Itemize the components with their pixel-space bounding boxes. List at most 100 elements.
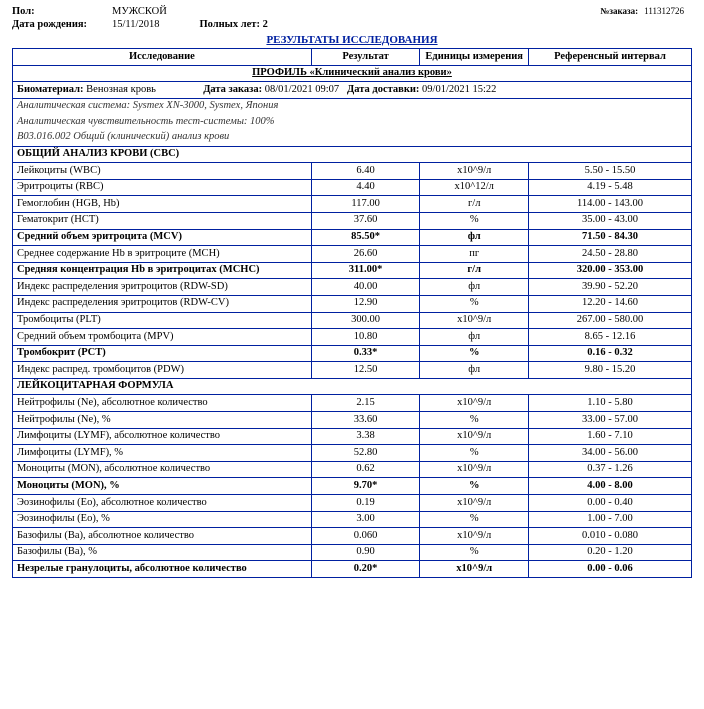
cell-result: 117.00 — [311, 196, 420, 213]
cell-result: 0.90 — [311, 544, 420, 561]
table-row: Базофилы (Ba), %0.90%0.20 - 1.20 — [13, 544, 692, 561]
cell-ref: 0.00 - 0.06 — [529, 561, 692, 578]
cell-ref: 71.50 - 84.30 — [529, 229, 692, 246]
gender-value: МУЖСКОЙ — [112, 6, 167, 17]
header-gender-row: Пол: МУЖСКОЙ — [12, 6, 692, 17]
table-row: Нейтрофилы (Ne), абсолютное количество2.… — [13, 395, 692, 412]
table-row: Незрелые гранулоциты, абсолютное количес… — [13, 561, 692, 578]
cell-result: 12.90 — [311, 295, 420, 312]
cell-ref: 24.50 - 28.80 — [529, 246, 692, 263]
cell-ref: 4.19 - 5.48 — [529, 179, 692, 196]
cell-name: Индекс распред. тромбоцитов (PDW) — [13, 362, 312, 379]
dob-value: 15/11/2018 — [112, 19, 159, 30]
cell-name: Эозинофилы (Eo), абсолютное количество — [13, 495, 312, 512]
cell-name: Гематокрит (HCT) — [13, 212, 312, 229]
cell-ref: 8.65 - 12.16 — [529, 329, 692, 346]
cell-ref: 0.16 - 0.32 — [529, 345, 692, 362]
cell-name: Нейтрофилы (Ne), абсолютное количество — [13, 395, 312, 412]
cell-name: Индекс распределения эритроцитов (RDW-SD… — [13, 279, 312, 296]
cell-result: 0.060 — [311, 528, 420, 545]
profile-meta: Биоматериал: Венозная кровь Дата заказа:… — [13, 82, 692, 99]
profile-title: ПРОФИЛЬ «Клинический анализ крови» — [13, 65, 692, 82]
cell-unit: % — [420, 445, 529, 462]
cell-name: Лимфоциты (LYMF), % — [13, 445, 312, 462]
section1-title: ОБЩИЙ АНАЛИЗ КРОВИ (CBC) — [13, 146, 692, 163]
table-row: Индекс распред. тромбоцитов (PDW)12.50фл… — [13, 362, 692, 379]
cell-result: 0.62 — [311, 461, 420, 478]
cell-unit: x10^9/л — [420, 395, 529, 412]
profile-system: Аналитическая система: Sysmex XN-3000, S… — [13, 98, 692, 114]
cell-ref: 0.20 - 1.20 — [529, 544, 692, 561]
cell-result: 3.00 — [311, 511, 420, 528]
table-row: Нейтрофилы (Ne), %33.60%33.00 - 57.00 — [13, 412, 692, 429]
cell-unit: % — [420, 478, 529, 495]
cell-unit: x10^9/л — [420, 495, 529, 512]
profile-sensitivity: Аналитическая чувствительность тест-сист… — [13, 114, 692, 130]
table-row: Лимфоциты (LYMF), абсолютное количество3… — [13, 428, 692, 445]
cell-ref: 35.00 - 43.00 — [529, 212, 692, 229]
section1-row: ОБЩИЙ АНАЛИЗ КРОВИ (CBC) — [13, 146, 692, 163]
cell-result: 52.80 — [311, 445, 420, 462]
cell-unit: фл — [420, 329, 529, 346]
cell-name: Тромбокрит (PCT) — [13, 345, 312, 362]
cell-unit: % — [420, 295, 529, 312]
cell-result: 12.50 — [311, 362, 420, 379]
table-row: Средняя концентрация Hb в эритроцитах (M… — [13, 262, 692, 279]
table-row: Гематокрит (HCT)37.60%35.00 - 43.00 — [13, 212, 692, 229]
cell-ref: 0.00 - 0.40 — [529, 495, 692, 512]
cell-ref: 34.00 - 56.00 — [529, 445, 692, 462]
cell-name: Лимфоциты (LYMF), абсолютное количество — [13, 428, 312, 445]
cell-name: Лейкоциты (WBC) — [13, 163, 312, 180]
cell-result: 37.60 — [311, 212, 420, 229]
table-row: Моноциты (MON), абсолютное количество0.6… — [13, 461, 692, 478]
table-row: Тромбоциты (PLT)300.00x10^9/л267.00 - 58… — [13, 312, 692, 329]
cell-unit: % — [420, 212, 529, 229]
order-date-value: 08/01/2021 09:07 — [265, 84, 339, 95]
cell-unit: % — [420, 345, 529, 362]
cell-ref: 4.00 - 8.00 — [529, 478, 692, 495]
cell-name: Средняя концентрация Hb в эритроцитах (M… — [13, 262, 312, 279]
profile-system-row: Аналитическая система: Sysmex XN-3000, S… — [13, 98, 692, 114]
profile-sensitivity-row: Аналитическая чувствительность тест-сист… — [13, 114, 692, 130]
table-row: Индекс распределения эритроцитов (RDW-CV… — [13, 295, 692, 312]
cell-result: 6.40 — [311, 163, 420, 180]
header-right: №заказа: 111312726 — [600, 6, 684, 16]
cell-name: Среднее содержание Hb в эритроците (MCH) — [13, 246, 312, 263]
cell-unit: пг — [420, 246, 529, 263]
cell-ref: 5.50 - 15.50 — [529, 163, 692, 180]
cell-name: Средний объем тромбоцита (MPV) — [13, 329, 312, 346]
biomaterial-value: Венозная кровь — [86, 84, 156, 95]
cell-result: 300.00 — [311, 312, 420, 329]
cell-result: 40.00 — [311, 279, 420, 296]
cell-result: 9.70* — [311, 478, 420, 495]
col-result: Результат — [311, 49, 420, 66]
cell-ref: 320.00 - 353.00 — [529, 262, 692, 279]
order-date-label: Дата заказа: — [203, 84, 262, 95]
cell-unit: x10^9/л — [420, 163, 529, 180]
profile-code: B03.016.002 Общий (клинический) анализ к… — [13, 130, 692, 146]
table-row: Моноциты (MON), %9.70*%4.00 - 8.00 — [13, 478, 692, 495]
cell-ref: 1.60 - 7.10 — [529, 428, 692, 445]
cell-result: 0.33* — [311, 345, 420, 362]
table-row: Лейкоциты (WBC)6.40x10^9/л5.50 - 15.50 — [13, 163, 692, 180]
cell-name: Нейтрофилы (Ne), % — [13, 412, 312, 429]
cell-unit: x10^9/л — [420, 428, 529, 445]
col-units: Единицы измерения — [420, 49, 529, 66]
dob-label: Дата рождения: — [12, 19, 102, 30]
table-row: Среднее содержание Hb в эритроците (MCH)… — [13, 246, 692, 263]
delivery-value: 09/01/2021 15:22 — [422, 84, 496, 95]
profile-title-row: ПРОФИЛЬ «Клинический анализ крови» — [13, 65, 692, 82]
col-ref: Референсный интервал — [529, 49, 692, 66]
cell-result: 4.40 — [311, 179, 420, 196]
cell-ref: 9.80 - 15.20 — [529, 362, 692, 379]
cell-ref: 39.90 - 52.20 — [529, 279, 692, 296]
profile-meta-row: Биоматериал: Венозная кровь Дата заказа:… — [13, 82, 692, 99]
cell-unit: фл — [420, 362, 529, 379]
table-row: Лимфоциты (LYMF), %52.80%34.00 - 56.00 — [13, 445, 692, 462]
cell-result: 311.00* — [311, 262, 420, 279]
col-name: Исследование — [13, 49, 312, 66]
cell-unit: фл — [420, 279, 529, 296]
cell-name: Эритроциты (RBC) — [13, 179, 312, 196]
cell-ref: 1.00 - 7.00 — [529, 511, 692, 528]
cell-unit: фл — [420, 229, 529, 246]
